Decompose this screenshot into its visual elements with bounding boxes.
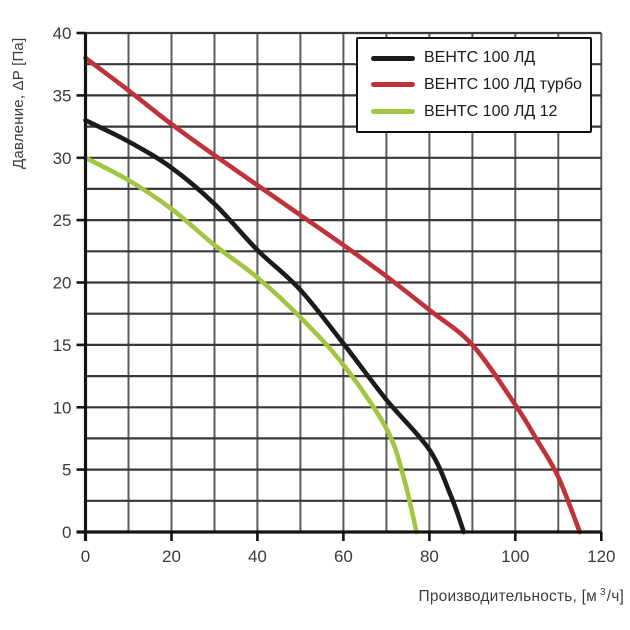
x-axis-title-text: Производительность, [м <box>418 588 597 606</box>
y-axis-title: Давление, ΔP [Па] <box>10 37 27 169</box>
x-tick-label: 0 <box>81 547 90 566</box>
x-tick-label: 60 <box>334 547 353 566</box>
curve-series-0 <box>83 118 467 535</box>
legend-item-2: ВЕНТС 100 ЛД 12 <box>371 103 590 121</box>
legend-item-1: ВЕНТС 100 ЛД турбо <box>371 76 590 94</box>
x-axis-title-superscript: 3 <box>599 587 606 598</box>
x-axis-title: Производительность, [м 3/ч] <box>419 587 624 606</box>
y-tick-label: 35 <box>53 86 72 105</box>
y-tick-label: 5 <box>62 461 71 480</box>
legend-label: ВЕНТС 100 ЛД турбо <box>424 75 582 93</box>
legend-swatch-icon <box>371 82 415 88</box>
y-tick-label: 25 <box>53 211 72 230</box>
x-axis-title-unit: /ч] <box>606 588 624 606</box>
x-tick-label: 20 <box>162 547 181 566</box>
y-tick-label: 20 <box>53 274 72 293</box>
legend-label: ВЕНТС 100 ЛД <box>424 49 536 67</box>
axes: 0 20 40 60 80 100 120 0 5 10 15 20 25 30 35 40 <box>53 24 616 566</box>
legend-item-0: ВЕНТС 100 ЛД <box>371 49 590 67</box>
x-tick-label: 120 <box>587 547 615 566</box>
x-tick-label: 40 <box>248 547 267 566</box>
y-tick-label: 30 <box>53 149 72 168</box>
y-tick-label: 10 <box>53 398 72 417</box>
curve-series-2 <box>83 155 419 535</box>
legend-label: ВЕНТС 100 ЛД 12 <box>424 102 558 120</box>
legend: ВЕНТС 100 ЛД ВЕНТС 100 ЛД турбо ВЕНТС 100 … <box>356 37 592 133</box>
y-tick-label: 15 <box>53 336 72 355</box>
curves <box>83 55 583 535</box>
x-tick-label: 100 <box>501 547 529 566</box>
legend-swatch-icon <box>371 55 415 61</box>
curve-series-1 <box>83 55 583 535</box>
legend-swatch-icon <box>371 109 415 115</box>
y-tick-label: 0 <box>62 523 71 542</box>
y-tick-label: 40 <box>53 24 72 43</box>
x-tick-label: 80 <box>420 547 439 566</box>
